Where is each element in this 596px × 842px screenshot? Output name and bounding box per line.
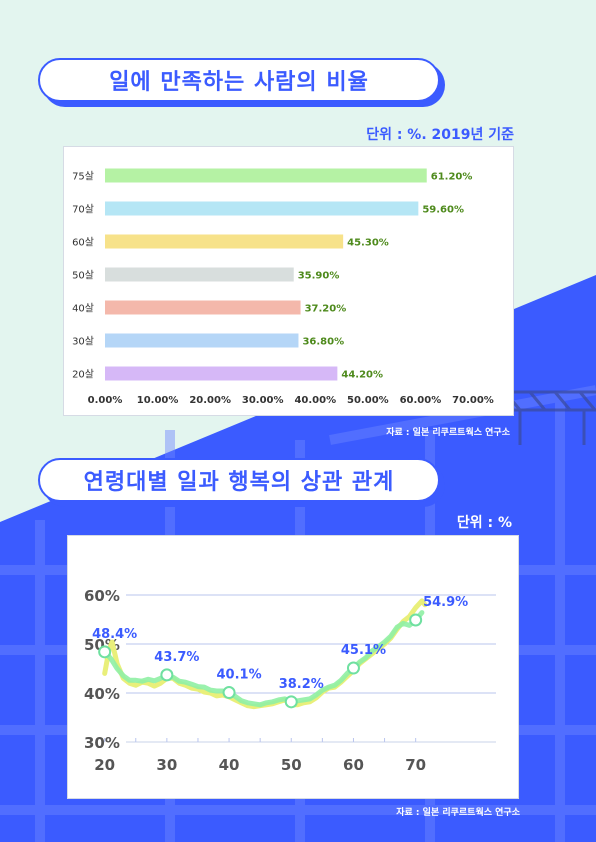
bar-value-label: 61.20%: [431, 172, 473, 183]
x-tick-label: 40.00%: [294, 395, 336, 406]
bar-category-label: 40살: [72, 303, 94, 315]
chart1-unit-label: 단위 : %. 2019년 기준: [366, 127, 514, 143]
bar-value-label: 44.20%: [341, 370, 383, 381]
bar: [105, 267, 294, 282]
line-chart: 30%40%50%60%20 30 40 50 60 7048.4%43.7%40.1%3…: [84, 587, 496, 774]
bar: [105, 300, 301, 315]
bar-category-label: 70살: [72, 204, 94, 216]
series-line-green: [102, 610, 425, 708]
x-tick-label: 50: [281, 756, 302, 774]
data-point-label: 40.1%: [217, 668, 262, 683]
data-point-marker: [160, 668, 174, 682]
bar: [105, 201, 419, 216]
chart1-source: 자료 : 일본 리쿠르트웍스 연구소: [386, 428, 510, 438]
x-tick-label: 70: [405, 756, 426, 774]
bar: [105, 366, 338, 381]
data-point-marker: [222, 686, 236, 700]
y-tick-label: 30%: [84, 734, 120, 752]
bar-category-label: 30살: [72, 336, 94, 348]
chart2-title: 연령대별 일과 행복의 상관 관계: [38, 458, 440, 502]
x-tick-label: 40: [219, 756, 240, 774]
x-tick-label: 30.00%: [242, 395, 284, 406]
x-tick-label: 20: [94, 756, 115, 774]
bar-category-label: 75살: [72, 171, 94, 183]
x-tick-label: 10.00%: [137, 395, 179, 406]
bar-value-label: 45.30%: [347, 238, 389, 249]
bar-value-label: 59.60%: [422, 205, 464, 216]
data-point-marker: [284, 695, 298, 709]
bar: [105, 333, 299, 348]
data-point-marker: [409, 613, 423, 627]
data-point-label: 45.1%: [341, 643, 386, 658]
y-tick-label: 60%: [84, 587, 120, 605]
x-tick-label: 60.00%: [400, 395, 442, 406]
bar-chart: 75살 61.20% 70살 59.60% 60살 45.30% 50살 35.90% 40살 3…: [72, 168, 494, 406]
data-point-label: 43.7%: [154, 650, 199, 665]
y-tick-label: 40%: [84, 685, 120, 703]
bar: [105, 234, 344, 249]
chart1-title: 일에 만족하는 사람의 비율: [38, 58, 440, 102]
data-point-marker: [346, 661, 360, 675]
x-tick-label: 70.00%: [452, 395, 494, 406]
data-point-label: 48.4%: [92, 627, 137, 642]
bar: [105, 168, 427, 183]
data-point-label: 38.2%: [279, 677, 324, 692]
bar-value-label: 37.20%: [305, 304, 347, 315]
chart2-unit-label: 단위 : %: [456, 515, 512, 531]
bar-value-label: 36.80%: [302, 337, 344, 348]
bar-value-label: 35.90%: [298, 271, 340, 282]
x-tick-label: 20.00%: [189, 395, 231, 406]
bar-category-label: 20살: [72, 369, 94, 381]
bar-category-label: 60살: [72, 237, 94, 249]
x-tick-label: 50.00%: [347, 395, 389, 406]
x-tick-label: 30: [156, 756, 177, 774]
x-tick-label: 60: [343, 756, 364, 774]
line-chart-panel: 30% 40% 50% 60% 20 30 40 50 60 70 48.4% 43.7% 40.1% 3…: [67, 535, 519, 799]
chart2-source: 자료 : 일본 리쿠르트웍스 연구소: [396, 808, 520, 818]
bar-category-label: 50살: [72, 270, 94, 282]
data-point-marker: [98, 645, 112, 659]
data-point-label: 54.9%: [423, 595, 468, 610]
x-tick-label: 0.00%: [88, 395, 123, 406]
bar-chart-panel: 75살 61.20% 70살 59.60% 60살 45.30% 50살 35.90% 40살 3…: [63, 146, 514, 416]
